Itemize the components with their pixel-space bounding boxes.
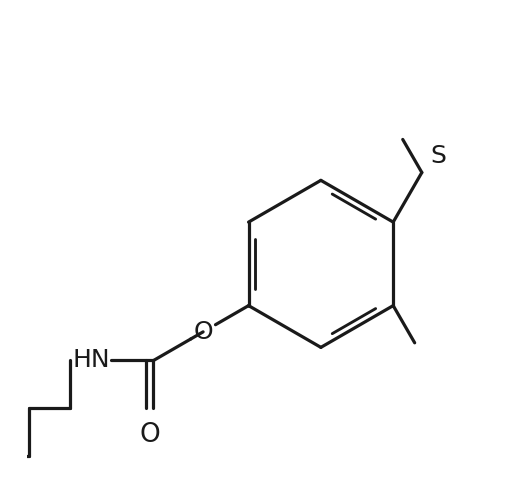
Text: HN: HN (73, 348, 110, 372)
Text: S: S (430, 144, 446, 168)
Text: O: O (193, 320, 213, 344)
Text: O: O (139, 421, 160, 447)
